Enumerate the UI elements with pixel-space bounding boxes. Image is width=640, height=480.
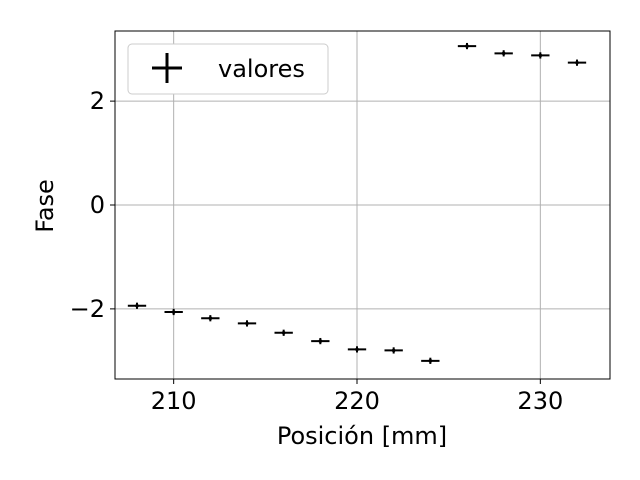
y-tick-label: 2 [90,87,105,115]
data-point [457,42,477,50]
data-point [311,337,330,345]
point-marker [501,51,506,56]
point-marker [538,53,543,58]
data-point [237,320,257,327]
y-tick-label: 0 [90,191,105,219]
x-tick-label: 210 [151,387,197,415]
x-tick-label: 220 [334,387,380,415]
x-axis-label: Posición [mm] [277,422,447,450]
point-marker [245,321,249,326]
x-tick-label: 230 [517,387,563,415]
data-point [494,50,513,57]
data-point [531,52,550,59]
legend: valores [127,43,329,95]
point-marker [428,359,433,363]
y-axis-label: Fase [31,179,59,233]
point-marker [355,347,359,352]
data-point [201,315,220,322]
point-marker [208,316,213,321]
legend-box [127,43,329,95]
data-point [274,329,293,336]
data-point [384,347,403,354]
point-marker [465,44,469,48]
point-marker [171,310,176,314]
point-marker [575,60,579,65]
data-point [421,357,440,364]
data-point [127,302,147,309]
point-marker [281,330,286,335]
x-axis-ticks: 210 220 230 [151,379,563,415]
data-marks [127,42,587,364]
data-point [347,346,367,353]
data-point [567,59,587,66]
data-point [164,308,183,316]
y-axis-ticks: −2 0 2 [70,87,115,323]
legend-entry-valores: valores [218,55,305,83]
point-marker [318,339,323,343]
point-marker [391,348,396,353]
point-marker [135,303,139,308]
y-tick-label: −2 [70,295,105,323]
